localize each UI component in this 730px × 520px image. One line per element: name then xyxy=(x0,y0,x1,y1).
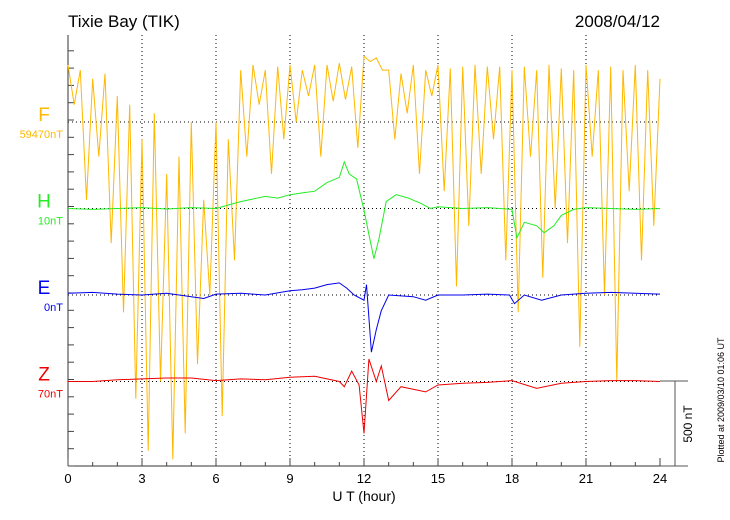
series-name-Z: Z xyxy=(38,365,50,386)
series-baseline-Z: 70nT xyxy=(38,389,63,401)
series-name-F: F xyxy=(38,105,50,126)
scale-label: 500 nT xyxy=(681,405,695,443)
x-tick-label: 12 xyxy=(357,471,371,486)
series-name-H: H xyxy=(37,192,51,213)
x-tick-label: 21 xyxy=(579,471,593,486)
series-line-Z xyxy=(68,358,661,434)
x-tick-label: 15 xyxy=(431,471,445,486)
series-baseline-F: 59470nT xyxy=(20,129,64,141)
x-tick-label: 24 xyxy=(653,471,667,486)
grid xyxy=(68,35,660,466)
x-tick-label: 18 xyxy=(505,471,519,486)
series-line-H xyxy=(67,160,661,259)
x-tick-label: 6 xyxy=(212,471,219,486)
series-line-F xyxy=(67,55,661,460)
series-line-E xyxy=(67,282,661,353)
x-tick-label: 9 xyxy=(286,471,293,486)
chart-date: 2008/04/12 xyxy=(575,12,660,31)
series-group xyxy=(67,55,661,460)
x-tick-label: 0 xyxy=(64,471,71,486)
series-labels: F 59470nT H 10nT E 0nT Z 70nT xyxy=(20,105,64,401)
axes: 0 3 6 9 12 15 18 21 24 xyxy=(64,35,667,486)
plotted-at-footer: Plotted at 2009/03/10 01:06 UT xyxy=(716,337,726,463)
x-axis-label: U T (hour) xyxy=(332,488,395,504)
series-baseline-E: 0nT xyxy=(44,302,63,314)
chart-title: Tixie Bay (TIK) xyxy=(68,12,180,31)
x-tick-label: 3 xyxy=(138,471,145,486)
series-name-E: E xyxy=(38,278,51,299)
series-baseline-H: 10nT xyxy=(38,216,63,228)
